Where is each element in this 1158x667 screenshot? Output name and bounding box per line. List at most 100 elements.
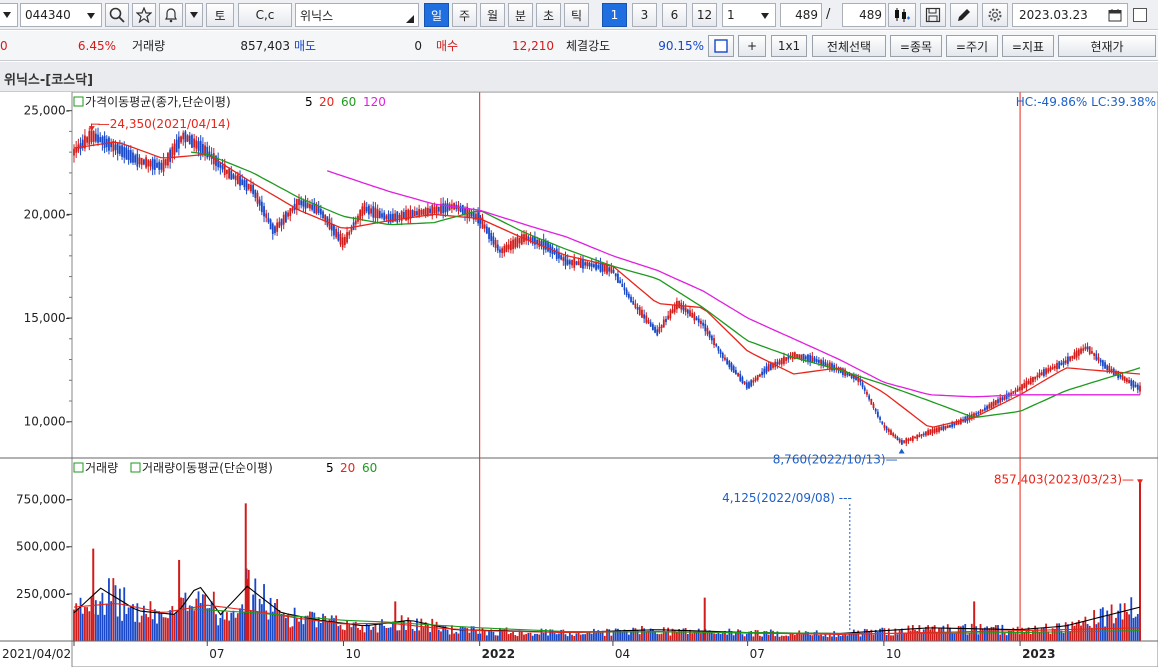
volume-bar [138,622,141,641]
volume-bar [75,603,78,641]
period-button-2[interactable]: 월 [480,3,505,27]
volume-bar [796,632,798,641]
menu-dropdown-button[interactable] [0,3,18,27]
volume-bar [413,630,416,641]
draw-tool-button[interactable] [950,3,978,27]
candle-body [1040,372,1043,375]
sat-button[interactable]: 토 [206,3,234,27]
interval-button-6[interactable]: 6 [662,3,687,27]
candle-body [715,343,718,347]
candle-body [507,244,510,250]
indicator-button[interactable]: =지표 [1002,35,1054,57]
date-picker[interactable]: 2023.03.23 [1012,3,1128,27]
volume-bar [199,603,202,641]
volume-bar [724,630,726,641]
stock-chart[interactable]: 10,000- 15,000- 20,000- 25,000- 250,000- 500,… [0,92,1158,667]
caret-down-icon [761,13,769,19]
volume-bar [1038,632,1041,641]
search-button[interactable] [105,3,129,27]
stock-code-input[interactable]: 044340 [20,3,102,27]
alert-button[interactable] [159,3,183,27]
alert-dropdown-button[interactable] [185,3,203,27]
current-price-button[interactable]: 현재가 [1058,35,1156,57]
period-button-4[interactable]: 초 [536,3,561,27]
volume-bar [617,628,619,641]
volume-bar [243,611,246,641]
period-button-1[interactable]: 주 [452,3,477,27]
cc-button[interactable]: C,c [238,3,292,27]
volume-bar [132,604,134,641]
volume-bar [1067,624,1069,641]
candle-body [405,210,407,221]
volume-bar [584,634,587,641]
period-button[interactable]: =주기 [946,35,998,57]
candle-body [700,320,702,324]
x-tick-label: 2021/04/02 [2,647,71,661]
candle-body [911,435,914,441]
volume-bar [756,630,759,641]
item-button[interactable]: =종목 [890,35,942,57]
ratio-button[interactable]: 1x1 [771,35,807,57]
count-b-field[interactable]: 489 [842,3,886,27]
volume-bar [173,614,176,641]
option-checkbox[interactable] [1133,8,1147,22]
candle-type-button[interactable] [888,3,916,27]
unit-select[interactable]: 1 [722,3,776,27]
stock-name-field[interactable]: 위닉스 [295,3,419,27]
candle-body [1097,357,1100,361]
indicator-label: =지표 [1011,39,1045,54]
candle-body [260,201,263,213]
candle-body [1123,376,1126,382]
period-button-5[interactable]: 틱 [564,3,589,27]
candle-body [1139,385,1141,392]
box-button[interactable] [708,35,734,57]
candle-body [274,226,276,234]
volume-bar [127,607,130,641]
interval-button-3[interactable]: 3 [632,3,657,27]
volume-bar [385,627,388,641]
volume-bar [662,627,665,641]
volume-bar [1049,633,1052,641]
candle-body [874,408,877,412]
bid-value: 12,210 [512,39,554,53]
volume-bar [614,628,617,641]
candle-body [392,213,394,222]
interval-button-1[interactable]: 1 [602,3,627,27]
candle-body [940,427,943,431]
select-all-button[interactable]: 전체선택 [812,35,886,57]
candle-body [289,208,292,216]
volume-bar [350,627,353,641]
volume-bar [1091,627,1093,641]
candle-body [575,261,578,265]
candle-body [341,237,344,248]
candle-body [475,213,477,220]
candle-body [927,430,930,436]
volume-bar [531,635,534,641]
candle-body [101,136,104,145]
candle-body [817,359,820,363]
candle-body [562,257,565,261]
period-button-3[interactable]: 분 [508,3,533,27]
candle-body [121,145,123,157]
interval-button-12[interactable]: 12 [692,3,717,27]
candle-body [171,146,174,159]
settings-button[interactable] [982,3,1008,27]
volume-bar [900,628,903,641]
count-a-field[interactable]: 489 [780,3,822,27]
candle-body [1067,356,1069,364]
volume-bar [512,632,514,641]
volume-bar [201,594,204,641]
plus-button[interactable]: + [738,35,766,57]
volume-bar [780,635,783,641]
period-button-0[interactable]: 일 [424,3,449,27]
volume-bar [260,604,263,641]
candle-body [885,426,888,431]
price-ma-legend-period: 120 [363,95,386,109]
favorite-button[interactable] [132,3,156,27]
volume-bar [1134,616,1137,641]
volume-bar [254,578,257,641]
candle-body [151,158,154,170]
candle-body [538,238,541,247]
volume-bar [673,629,676,641]
save-button[interactable] [920,3,946,27]
